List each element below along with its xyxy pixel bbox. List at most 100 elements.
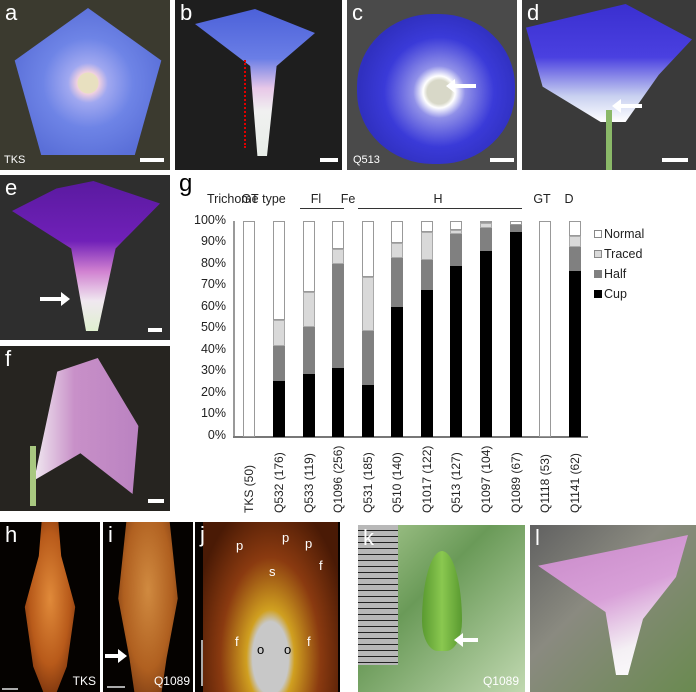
y-tick: 90% bbox=[200, 234, 226, 248]
bar-segment-traced bbox=[303, 292, 315, 327]
legend-label: Cup bbox=[604, 287, 627, 301]
annotation-p: p bbox=[282, 530, 290, 545]
panel-caption: Q1089 bbox=[153, 674, 190, 688]
legend-normal: Normal bbox=[594, 227, 644, 241]
y-tick: 0% bbox=[207, 428, 226, 442]
arrow-icon bbox=[105, 649, 127, 663]
bar-segment-normal bbox=[303, 221, 315, 293]
panel-caption: Q513 bbox=[353, 154, 380, 166]
bar-segment-normal bbox=[332, 221, 344, 250]
bar-segment-half bbox=[332, 264, 344, 368]
bar-segment-cup bbox=[303, 374, 315, 437]
bar-segment-normal bbox=[539, 221, 551, 437]
bar-segment-half bbox=[569, 246, 581, 271]
panel-label: i bbox=[108, 522, 113, 547]
stacked-bar bbox=[569, 221, 581, 437]
bar-segment-half bbox=[391, 257, 403, 308]
panel-f-flower-pink: f bbox=[0, 346, 170, 511]
arrow-icon bbox=[40, 292, 70, 306]
x-tick-label: Q533 (119) bbox=[302, 453, 316, 513]
x-tick-label: Q1096 (256) bbox=[331, 445, 345, 513]
scale-bar bbox=[201, 640, 203, 686]
x-tick-label: TKS (50) bbox=[242, 464, 256, 513]
y-axis bbox=[233, 221, 235, 437]
stacked-bar bbox=[421, 221, 433, 437]
stacked-bar bbox=[450, 221, 462, 437]
flower-side-view bbox=[538, 535, 688, 675]
x-tick-label: Q1097 (104) bbox=[479, 445, 493, 513]
y-tick: 40% bbox=[200, 342, 226, 356]
bar-segment-half bbox=[362, 331, 374, 386]
panel-caption: Q1089 bbox=[482, 674, 519, 688]
bar-segment-half bbox=[450, 233, 462, 267]
panel-h-ct-scan-tks: h TKS bbox=[0, 522, 100, 692]
flower-stem bbox=[606, 110, 612, 170]
bar-segment-traced bbox=[391, 242, 403, 258]
stacked-bar bbox=[510, 221, 522, 437]
panel-label: b bbox=[180, 0, 193, 25]
annotation-f: f bbox=[319, 558, 323, 573]
panel-label: j bbox=[200, 522, 205, 547]
bar-segment-normal bbox=[569, 221, 581, 237]
legend-label: Traced bbox=[604, 247, 643, 261]
panel-label: d bbox=[527, 0, 540, 25]
panel-l-flower-photo: l bbox=[530, 525, 696, 692]
panel-a-flower-tks: a TKS bbox=[0, 0, 170, 170]
legend-label: Normal bbox=[604, 227, 645, 241]
stacked-bar bbox=[332, 221, 344, 437]
stacked-bar bbox=[480, 221, 492, 437]
bar-segment-normal bbox=[273, 221, 285, 321]
bar-segment-normal bbox=[421, 221, 433, 232]
scale-bar bbox=[107, 686, 125, 688]
annotation-o: o bbox=[284, 642, 292, 657]
annotation-s: s bbox=[269, 564, 276, 579]
stacked-bar bbox=[273, 221, 285, 437]
flower-side-view bbox=[526, 4, 692, 122]
bar-segment-normal bbox=[243, 221, 255, 437]
panel-label: f bbox=[5, 346, 12, 371]
scale-bar bbox=[148, 328, 162, 332]
panel-d-flower-q513-side: d bbox=[522, 0, 696, 170]
bar-segment-normal bbox=[391, 221, 403, 243]
bud-render bbox=[118, 522, 178, 692]
row-header: Trichome type bbox=[207, 192, 286, 206]
bar-segment-traced bbox=[450, 229, 462, 234]
panel-c-flower-q513: c Q513 bbox=[347, 0, 517, 170]
group-label: GT bbox=[241, 192, 259, 206]
bar-segment-cup bbox=[391, 307, 403, 437]
arrow-icon bbox=[612, 99, 642, 113]
x-tick-label: Q513 (127) bbox=[449, 452, 463, 513]
red-dotted-outline bbox=[244, 60, 252, 148]
group-label: Fl bbox=[310, 192, 322, 206]
panel-e-flower-purple: e bbox=[0, 175, 170, 340]
legend-swatch bbox=[594, 230, 602, 238]
group-label: Fe bbox=[340, 192, 356, 206]
x-tick-label: Q1141 (62) bbox=[568, 453, 582, 513]
arrow-icon bbox=[454, 633, 478, 647]
annotation-p: p bbox=[236, 538, 244, 553]
panel-label: a bbox=[5, 0, 18, 25]
group-label: D bbox=[564, 192, 574, 206]
panel-caption: TKS bbox=[72, 674, 96, 688]
annotation-f: f bbox=[235, 634, 239, 649]
y-tick: 30% bbox=[200, 363, 226, 377]
bar-segment-cup bbox=[362, 385, 374, 437]
legend-swatch bbox=[594, 290, 602, 298]
x-tick-label: Q1017 (122) bbox=[420, 445, 434, 513]
bar-segment-traced bbox=[332, 249, 344, 265]
scale-bar bbox=[2, 688, 18, 690]
bar-segment-half bbox=[421, 259, 433, 291]
bar-segment-traced bbox=[362, 277, 374, 332]
annotation-p: p bbox=[305, 536, 313, 551]
bar-segment-half bbox=[303, 326, 315, 375]
y-tick: 80% bbox=[200, 256, 226, 270]
bar-segment-traced bbox=[273, 320, 285, 347]
stacked-bar bbox=[303, 221, 315, 437]
stacked-bar bbox=[362, 221, 374, 437]
bar-segment-normal bbox=[362, 221, 374, 278]
x-tick-label: Q1089 (67) bbox=[509, 452, 523, 513]
annotation-f: f bbox=[307, 634, 311, 649]
arrow-icon bbox=[446, 79, 476, 93]
stacked-bar bbox=[243, 221, 255, 437]
x-axis bbox=[233, 436, 588, 438]
